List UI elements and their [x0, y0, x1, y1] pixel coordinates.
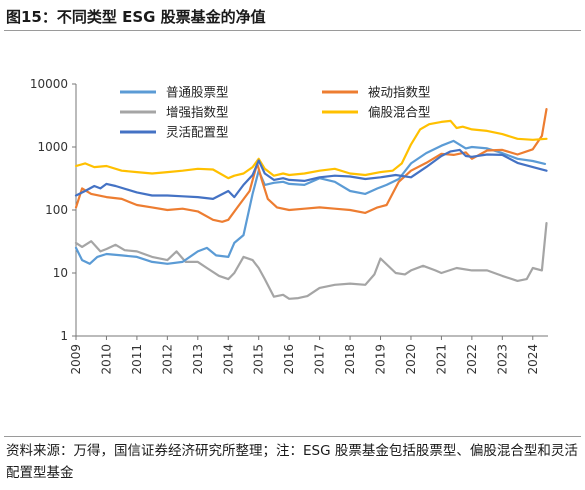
y-tick-label: 10 — [53, 266, 68, 280]
x-tick-label: 2024 — [526, 344, 540, 375]
x-tick-label: 2011 — [130, 344, 144, 375]
y-tick-label: 1 — [60, 329, 68, 343]
x-tick-label: 2012 — [160, 344, 174, 375]
y-tick-label: 100 — [45, 203, 68, 217]
x-tick-label: 2020 — [404, 344, 418, 375]
chart-axes: 1 10 100 1000 10000 2009 2010 2011 2012 2013 2014 2… — [30, 77, 548, 375]
series-line-1 — [74, 107, 548, 223]
footer-divider — [4, 436, 581, 437]
series-line-2 — [74, 222, 548, 300]
series-line-0 — [74, 139, 547, 265]
x-tick-label: 2018 — [343, 344, 357, 375]
x-tick-label: 2014 — [221, 344, 235, 375]
x-tick-label: 2022 — [465, 344, 479, 375]
legend-label-4: 灵活配置型 — [166, 125, 229, 140]
net-value-line-chart: 1 10 100 1000 10000 2009 2010 2011 2012 2013 2014 2… — [30, 77, 548, 375]
legend-label-0: 普通股票型 — [166, 85, 229, 100]
series-line-3 — [74, 119, 548, 180]
y-tick-label: 10000 — [30, 77, 68, 91]
x-tick-label: 2017 — [313, 344, 327, 375]
series-line-4 — [74, 148, 548, 200]
legend-label-3: 偏股混合型 — [368, 105, 431, 120]
x-tick-label: 2016 — [282, 344, 296, 375]
title-divider — [4, 30, 581, 31]
chart-series-lines — [74, 107, 548, 300]
x-tick-label: 2015 — [252, 344, 266, 375]
legend-label-2: 增强指数型 — [166, 105, 229, 120]
x-tick-label: 2023 — [495, 344, 509, 375]
y-tick-label: 1000 — [37, 140, 68, 154]
x-tick-label: 2010 — [99, 344, 113, 375]
x-tick-label: 2009 — [69, 344, 83, 375]
x-tick-label: 2013 — [191, 344, 205, 375]
figure-title: 图15：不同类型 ESG 股票基金的净值 — [6, 8, 266, 26]
x-tick-label: 2021 — [434, 344, 448, 375]
legend-label-1: 被动指数型 — [368, 85, 431, 100]
x-tick-label: 2019 — [374, 344, 388, 375]
source-note: 资料来源：万得，国信证券经济研究所整理；注：ESG 股票基金包括股票型、偏股混合… — [6, 443, 578, 481]
